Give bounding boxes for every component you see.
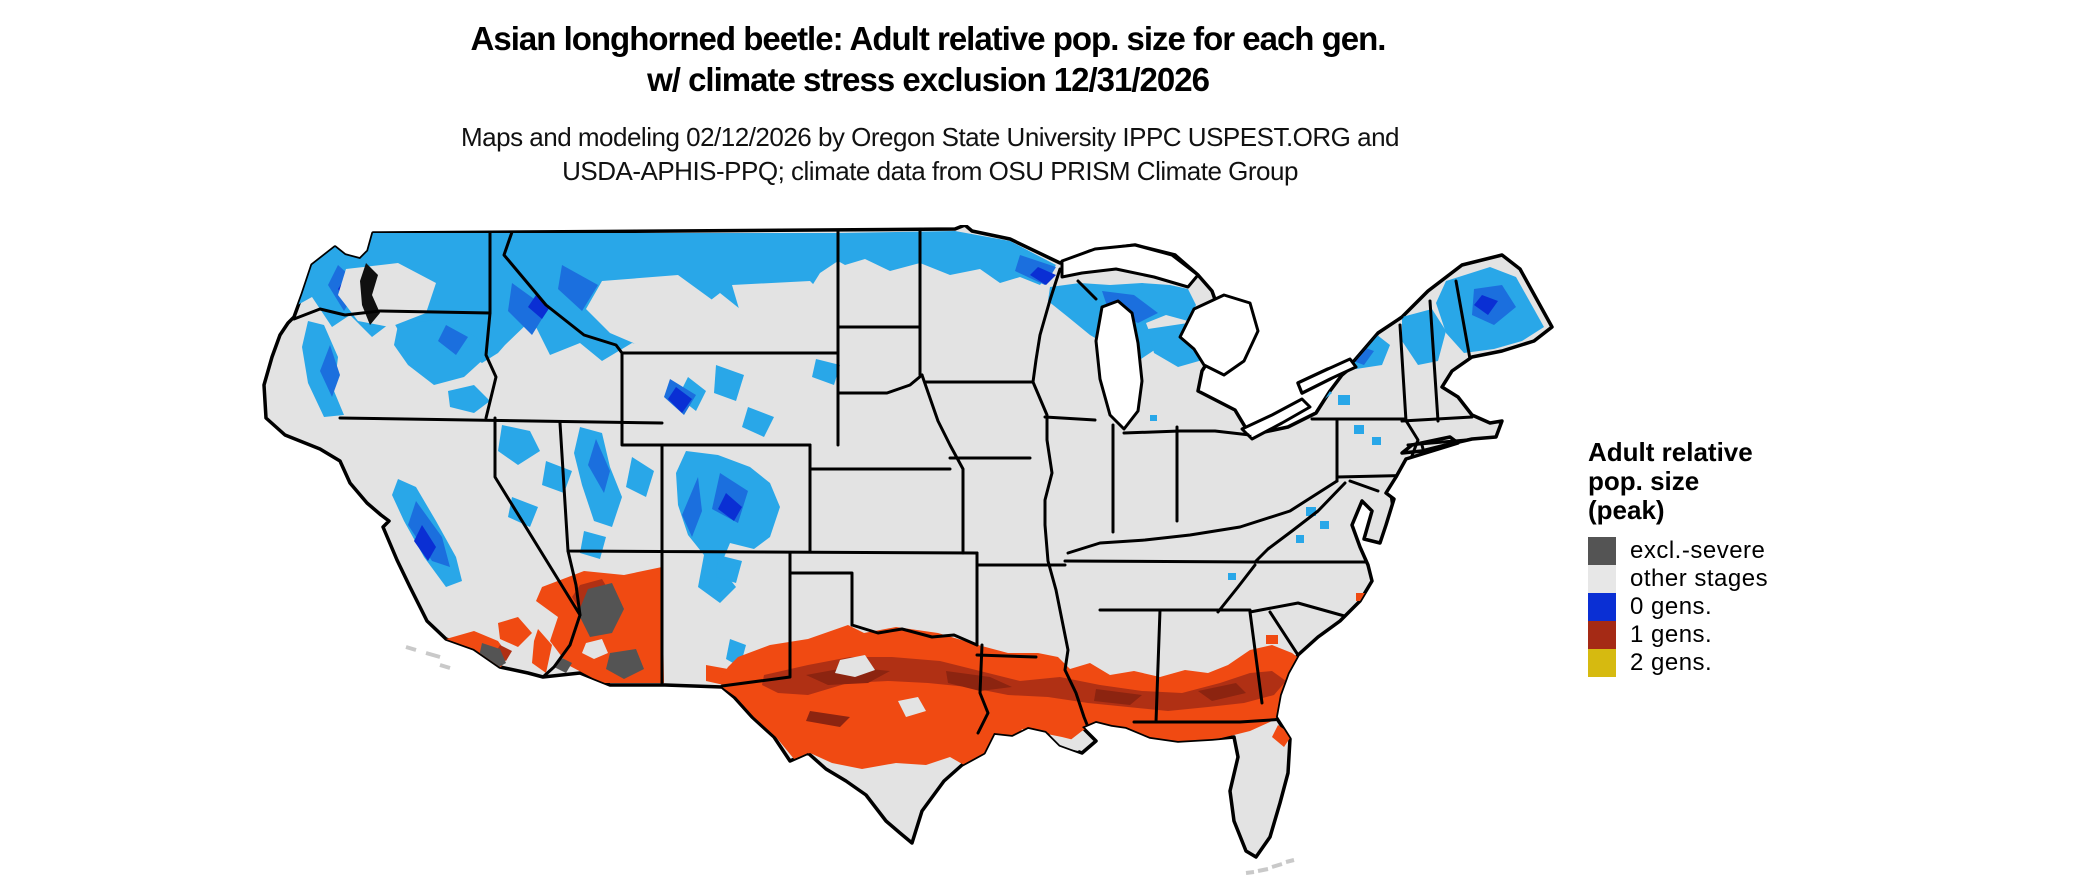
legend-title-line-3: (peak) [1588,495,1665,525]
legend-row-0-gens: 0 gens. [1588,593,1848,621]
legend-label-2-gens: 2 gens. [1630,649,1713,676]
lake-erie [1240,397,1312,441]
legend-swatch-2-gens [1588,649,1616,677]
legend-items: excl.-severe other stages 0 gens. 1 gens… [1588,537,1848,677]
subtitle-line-2: USDA-APHIS-PPQ; climate data from OSU PR… [562,156,1298,186]
lake-ontario [1296,357,1358,395]
map-subtitle: Maps and modeling 02/12/2026 by Oregon S… [0,120,1860,188]
state-borders [292,227,1480,735]
legend-row-1-gens: 1 gens. [1588,621,1848,649]
faint-islands [405,645,1295,875]
legend-row-other-stages: other stages [1588,565,1848,593]
us-map-svg [262,223,1554,875]
puget-sound [360,263,380,325]
legend-label-1-gens: 1 gens. [1630,621,1713,648]
lake-superior [1060,243,1200,289]
title-line-1: Asian longhorned beetle: Adult relative … [470,20,1387,57]
legend-title-line-2: pop. size [1588,466,1700,496]
legend-swatch-0-gens [1588,593,1616,621]
great-lakes [1060,243,1358,441]
legend-title: Adult relative pop. size (peak) [1588,438,1848,525]
subtitle-line-1: Maps and modeling 02/12/2026 by Oregon S… [460,122,1400,152]
lake-huron [1178,293,1260,377]
us-climate-map [250,223,1570,885]
legend-label-excl-severe: excl.-severe [1630,537,1766,564]
legend-title-line-1: Adult relative [1588,437,1753,467]
lake-michigan [1094,299,1144,431]
legend-swatch-other-stages [1588,565,1616,593]
title-line-2: w/ climate stress exclusion 12/31/2026 [647,61,1210,98]
legend-label-other-stages: other stages [1630,565,1769,592]
legend-label-0-gens: 0 gens. [1630,593,1713,620]
legend-row-2-gens: 2 gens. [1588,649,1848,677]
legend-swatch-1-gens [1588,621,1616,649]
map-title: Asian longhorned beetle: Adult relative … [0,18,1856,100]
legend-swatch-excl-severe [1588,537,1616,565]
legend-row-excl-severe: excl.-severe [1588,537,1848,565]
legend: Adult relative pop. size (peak) excl.-se… [1588,438,1848,677]
